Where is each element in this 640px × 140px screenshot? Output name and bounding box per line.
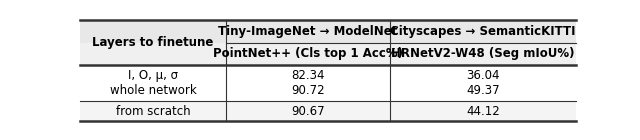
Bar [80,20,576,43]
Bar [80,101,576,121]
Bar [80,43,576,65]
Text: HRNetV2-W48 (Seg mIoU%): HRNetV2-W48 (Seg mIoU%) [391,47,575,60]
Text: Layers to finetune: Layers to finetune [92,36,214,49]
Text: PointNet++ (Cls top 1 Acc%): PointNet++ (Cls top 1 Acc%) [213,47,403,60]
Text: Tiny-ImageNet → ModelNet: Tiny-ImageNet → ModelNet [218,25,398,38]
Text: whole network: whole network [110,84,196,97]
Text: I, O, μ, σ: I, O, μ, σ [128,69,178,82]
Text: 90.72: 90.72 [291,84,325,97]
Text: from scratch: from scratch [116,105,191,118]
Bar [80,65,576,101]
Text: 90.67: 90.67 [291,105,325,118]
Text: 44.12: 44.12 [466,105,500,118]
Text: Cityscapes → SemanticKITTI: Cityscapes → SemanticKITTI [390,25,576,38]
Text: 36.04: 36.04 [467,69,500,82]
Text: 49.37: 49.37 [466,84,500,97]
Text: 82.34: 82.34 [291,69,325,82]
